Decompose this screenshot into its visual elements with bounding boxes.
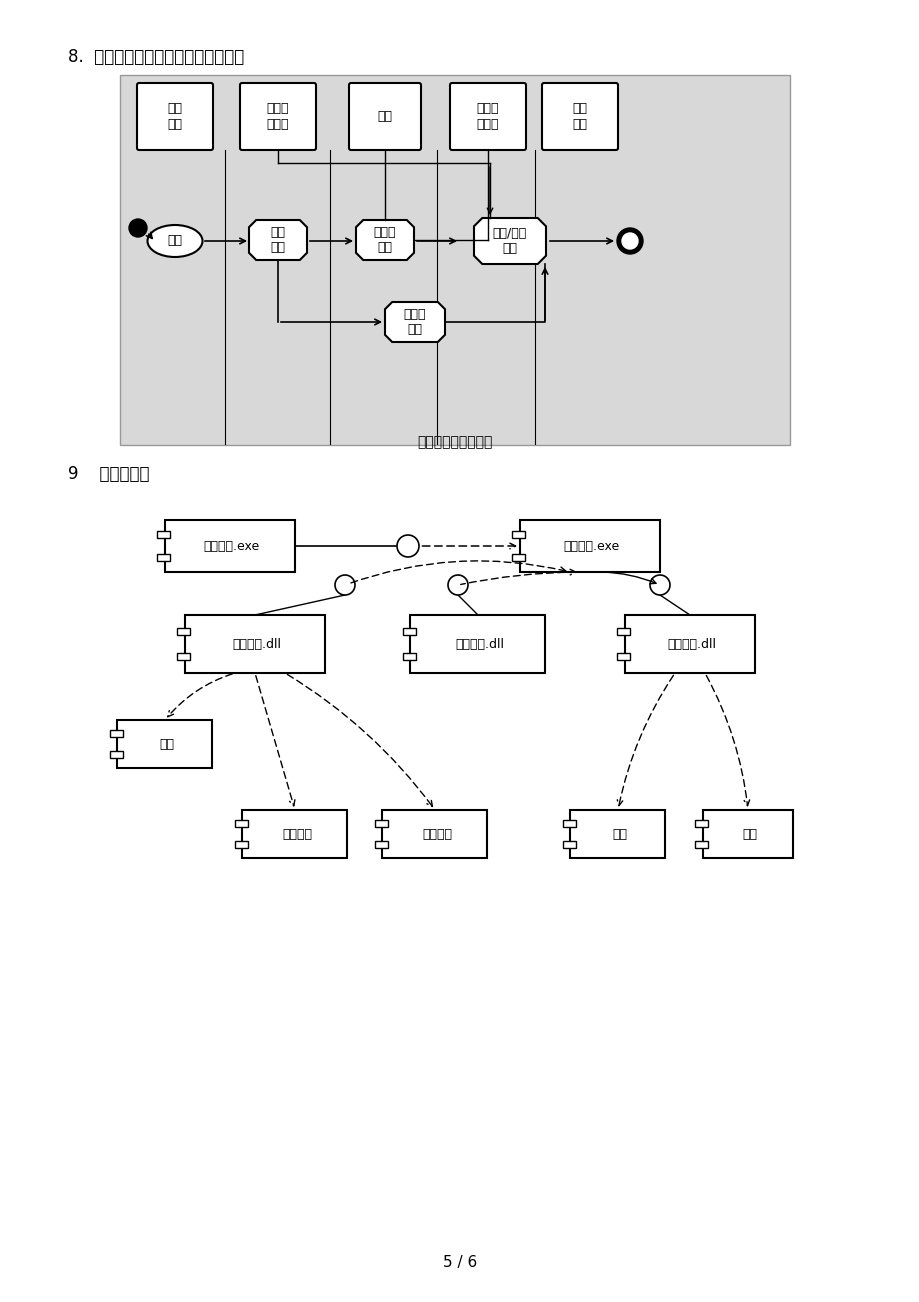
- Bar: [177, 628, 190, 635]
- FancyBboxPatch shape: [240, 83, 315, 150]
- Text: 设置开设课程活动图: 设置开设课程活动图: [417, 435, 493, 449]
- Text: 课程管理.dll: 课程管理.dll: [233, 638, 281, 651]
- Text: 新开
课程: 新开 课程: [270, 227, 285, 254]
- Bar: [382, 810, 487, 858]
- Bar: [119, 76, 789, 445]
- Text: 课程: 课程: [159, 737, 175, 750]
- Text: 选课注
册表单: 选课注 册表单: [476, 103, 499, 130]
- Bar: [374, 841, 387, 848]
- Text: 9    建立组件图: 9 建立组件图: [68, 465, 150, 483]
- Bar: [617, 654, 630, 660]
- Text: 成绩管理.dll: 成绩管理.dll: [455, 638, 504, 651]
- Polygon shape: [473, 217, 545, 264]
- Text: 取课程
信息: 取课程 信息: [373, 227, 396, 254]
- Bar: [109, 730, 122, 737]
- Bar: [243, 810, 347, 858]
- Polygon shape: [384, 302, 445, 342]
- Text: 学生: 学生: [742, 828, 756, 841]
- Bar: [617, 628, 630, 635]
- Bar: [695, 841, 708, 848]
- Ellipse shape: [147, 225, 202, 256]
- Polygon shape: [356, 220, 414, 260]
- FancyBboxPatch shape: [348, 83, 421, 150]
- Bar: [562, 820, 575, 827]
- Bar: [185, 615, 324, 673]
- Text: 开设课程: 开设课程: [282, 828, 312, 841]
- Bar: [512, 553, 525, 561]
- Circle shape: [397, 535, 418, 557]
- Circle shape: [650, 575, 669, 595]
- Bar: [403, 654, 415, 660]
- Bar: [512, 531, 525, 538]
- Circle shape: [335, 575, 355, 595]
- Text: 8.  建立并绘制设置开设课程活动图；: 8. 建立并绘制设置开设课程活动图；: [68, 48, 244, 66]
- Bar: [234, 820, 247, 827]
- Bar: [570, 810, 664, 858]
- Bar: [562, 841, 575, 848]
- Text: 登录: 登录: [167, 234, 182, 247]
- FancyBboxPatch shape: [449, 83, 526, 150]
- Text: 课程: 课程: [377, 109, 392, 122]
- Text: 增加/删除
课程: 增加/删除 课程: [493, 227, 527, 255]
- FancyBboxPatch shape: [541, 83, 618, 150]
- Circle shape: [448, 575, 468, 595]
- Text: 财务系统.exe: 财务系统.exe: [204, 539, 260, 552]
- Text: 教学管理.exe: 教学管理.exe: [563, 539, 619, 552]
- Text: 注册
表单: 注册 表单: [167, 103, 182, 130]
- Text: 取选课
信息: 取选课 信息: [403, 309, 425, 336]
- Bar: [695, 820, 708, 827]
- Bar: [403, 628, 415, 635]
- Bar: [165, 519, 295, 572]
- Bar: [177, 654, 190, 660]
- Circle shape: [129, 219, 147, 237]
- Bar: [519, 519, 659, 572]
- Text: 选课注册: 选课注册: [422, 828, 451, 841]
- Bar: [410, 615, 545, 673]
- Bar: [374, 820, 387, 827]
- Circle shape: [621, 233, 637, 249]
- Text: 开设
课程: 开设 课程: [572, 103, 587, 130]
- FancyBboxPatch shape: [137, 83, 213, 150]
- Bar: [702, 810, 792, 858]
- Bar: [109, 751, 122, 758]
- Bar: [624, 615, 754, 673]
- Bar: [118, 720, 212, 768]
- Polygon shape: [249, 220, 307, 260]
- Text: 数师: 数师: [612, 828, 627, 841]
- Bar: [157, 531, 170, 538]
- Bar: [157, 553, 170, 561]
- Text: 5 / 6: 5 / 6: [442, 1255, 477, 1269]
- Text: 人事信息.dll: 人事信息.dll: [667, 638, 716, 651]
- Bar: [234, 841, 247, 848]
- Text: 开设课
程表单: 开设课 程表单: [267, 103, 289, 130]
- Circle shape: [617, 228, 642, 254]
